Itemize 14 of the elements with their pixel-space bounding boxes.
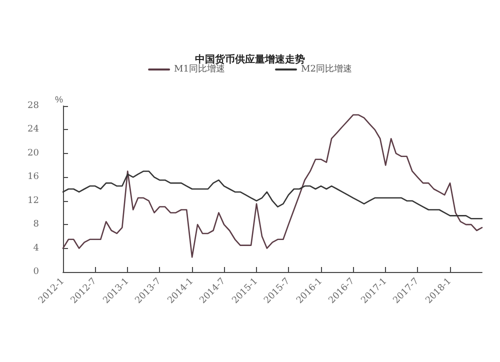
y-tick-label: 28 bbox=[28, 101, 40, 111]
chart-title: 中国货币供应量增速走势 bbox=[195, 54, 305, 66]
legend-label: M1同比增速 bbox=[174, 64, 226, 74]
legend-label: M2同比增速 bbox=[301, 64, 352, 74]
line-series bbox=[62, 114, 483, 258]
y-tick-label: 24 bbox=[28, 124, 40, 135]
y-tick-label: 20 bbox=[28, 148, 40, 158]
y-tick-label: 16 bbox=[28, 172, 40, 182]
y-tick-label: 0 bbox=[33, 267, 40, 277]
y-tick-label: 4 bbox=[33, 243, 40, 254]
y-axis-title: % bbox=[54, 94, 63, 104]
y-tick-label: 8 bbox=[33, 220, 40, 230]
line-series bbox=[62, 170, 483, 220]
y-tick-label: 12 bbox=[28, 196, 39, 206]
